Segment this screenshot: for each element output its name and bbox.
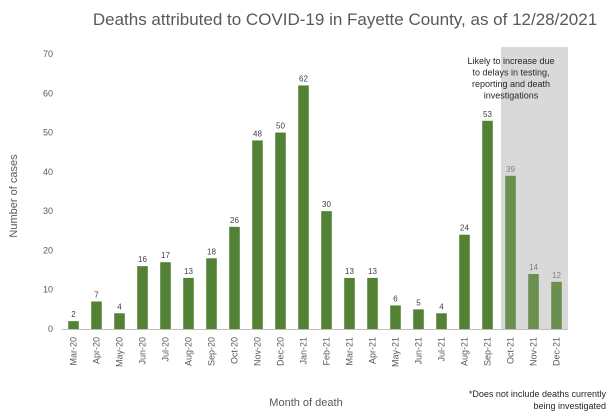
data-label: 17 bbox=[161, 251, 170, 260]
shaded-region-note-line: investigations bbox=[484, 91, 539, 101]
bar bbox=[252, 140, 263, 329]
data-label: 13 bbox=[184, 267, 193, 276]
x-tick-label: Nov-21 bbox=[529, 337, 539, 366]
x-tick-label: Jun-20 bbox=[138, 337, 148, 365]
data-label: 26 bbox=[230, 216, 239, 225]
bar bbox=[160, 262, 171, 329]
x-tick-label: May-20 bbox=[115, 337, 125, 367]
bars bbox=[68, 85, 562, 330]
x-tick-label: Dec-21 bbox=[552, 337, 562, 366]
data-label: 50 bbox=[276, 122, 285, 131]
data-labels: 2 7 4 16 17 13 18 26 48 50 62 30 13 13 6 5 4 24 53 39 14 12 bbox=[71, 74, 561, 319]
x-tick-label: Mar-20 bbox=[69, 337, 79, 366]
data-label: 53 bbox=[483, 110, 492, 119]
y-tick-label: 50 bbox=[43, 128, 53, 138]
x-tick-label: Sep-21 bbox=[483, 337, 493, 366]
data-label: 24 bbox=[460, 224, 469, 233]
data-label: 2 bbox=[71, 310, 76, 319]
shaded-region-note-line: to delays in testing, bbox=[472, 68, 549, 78]
y-axis-title: Number of cases bbox=[8, 154, 20, 238]
x-tick-label: Oct-20 bbox=[230, 337, 240, 364]
x-tick-label: Dec-20 bbox=[276, 337, 286, 366]
data-label: 4 bbox=[117, 302, 122, 311]
bar bbox=[91, 301, 102, 329]
y-tick-label: 0 bbox=[48, 324, 53, 334]
x-tick-label: Feb-21 bbox=[322, 337, 332, 366]
data-label: 18 bbox=[207, 247, 216, 256]
bar bbox=[321, 211, 332, 329]
x-tick-label: Sep-20 bbox=[207, 337, 217, 366]
x-tick-label: Aug-20 bbox=[184, 337, 194, 366]
data-label: 7 bbox=[94, 291, 99, 300]
bar bbox=[413, 309, 424, 329]
shaded-region-note: Likely to increase due to delays in testi… bbox=[467, 56, 554, 101]
y-tick-label: 20 bbox=[43, 245, 53, 255]
x-tick-label: Jul-21 bbox=[437, 337, 447, 362]
bar bbox=[367, 277, 378, 329]
y-tick-label: 60 bbox=[43, 88, 53, 98]
footnote: *Does not include deaths currently being … bbox=[469, 389, 607, 411]
data-label: 30 bbox=[322, 200, 331, 209]
bar bbox=[551, 281, 562, 329]
bar bbox=[114, 313, 125, 329]
y-axis-ticks: 0 10 20 30 40 50 60 70 bbox=[43, 49, 53, 334]
data-label: 13 bbox=[345, 267, 354, 276]
bar bbox=[229, 226, 240, 329]
y-tick-label: 30 bbox=[43, 206, 53, 216]
bar bbox=[436, 313, 447, 329]
y-tick-label: 40 bbox=[43, 167, 53, 177]
bar bbox=[68, 321, 79, 329]
bar bbox=[206, 258, 217, 329]
y-tick-label: 10 bbox=[43, 285, 53, 295]
bar bbox=[390, 305, 401, 329]
data-label: 13 bbox=[368, 267, 377, 276]
x-axis-ticks: Mar-20 Apr-20 May-20 Jun-20 Jul-20 Aug-20 Sep-… bbox=[69, 337, 562, 367]
bar bbox=[183, 277, 194, 329]
data-label: 62 bbox=[299, 74, 308, 83]
data-label: 16 bbox=[138, 255, 147, 264]
data-label: 48 bbox=[253, 129, 262, 138]
footnote-line: *Does not include deaths currently bbox=[469, 389, 607, 399]
x-tick-label: Aug-21 bbox=[460, 337, 470, 366]
data-label: 4 bbox=[439, 302, 444, 311]
x-tick-label: Apr-20 bbox=[92, 337, 102, 364]
shaded-region-note-line: reporting and death bbox=[472, 79, 550, 89]
x-tick-label: Jun-21 bbox=[414, 337, 424, 365]
bar bbox=[344, 277, 355, 329]
x-tick-label: Jul-20 bbox=[161, 337, 171, 362]
shaded-region-note-line: Likely to increase due bbox=[467, 56, 554, 66]
x-tick-label: May-21 bbox=[391, 337, 401, 367]
bar bbox=[298, 85, 309, 329]
data-label: 14 bbox=[529, 263, 538, 272]
bar bbox=[528, 274, 539, 329]
x-tick-label: Nov-20 bbox=[253, 337, 263, 366]
x-axis-title: Month of death bbox=[269, 397, 342, 409]
y-tick-label: 70 bbox=[43, 49, 53, 59]
bar bbox=[459, 234, 470, 329]
footnote-line: being investigated bbox=[533, 401, 606, 411]
x-tick-label: Mar-21 bbox=[345, 337, 355, 366]
data-label: 12 bbox=[552, 271, 561, 280]
x-tick-label: Oct-21 bbox=[506, 337, 516, 364]
data-label: 6 bbox=[393, 294, 398, 303]
chart-title: Deaths attributed to COVID-19 in Fayette… bbox=[93, 10, 597, 29]
data-label: 5 bbox=[416, 298, 421, 307]
bar bbox=[275, 132, 286, 329]
x-tick-label: Apr-21 bbox=[368, 337, 378, 364]
bar bbox=[505, 175, 516, 329]
bar bbox=[482, 120, 493, 330]
data-label: 39 bbox=[506, 165, 515, 174]
bar bbox=[137, 266, 148, 329]
x-tick-label: Jan-21 bbox=[299, 337, 309, 365]
